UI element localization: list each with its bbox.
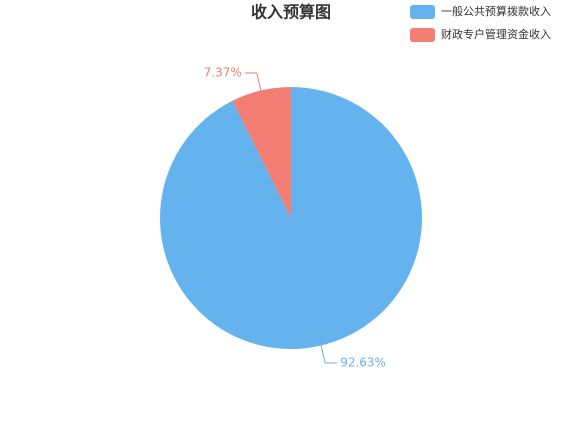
legend-label: 一般公共预算拨款收入 [441,4,551,18]
data-label: 7.37% [204,65,242,79]
chart-title: 收入预算图 [251,3,331,22]
legend-label: 财政专户管理资金收入 [441,27,551,41]
legend-swatch [410,28,435,42]
pie-slice [160,87,422,350]
leader-line [244,72,262,91]
data-label: 92.63% [340,356,386,370]
pie-slice [232,87,291,218]
legend-swatch [410,5,435,19]
leader-line [320,345,338,364]
